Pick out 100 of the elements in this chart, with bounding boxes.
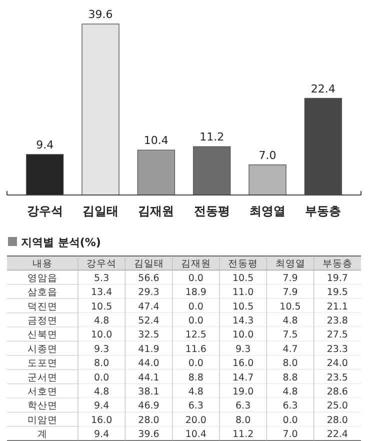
data-label: 56.6 — [138, 272, 160, 284]
data-label: 7.0 — [282, 429, 298, 440]
data-label: 21.1 — [326, 301, 348, 312]
y-tick-label: 미암면 — [28, 414, 58, 426]
x-tick-label: 최영열 — [275, 258, 306, 270]
x-tick-label: 전동평 — [228, 258, 258, 270]
data-label: 13.4 — [91, 287, 112, 298]
data-label: 10.5 — [232, 272, 254, 284]
data-label: 9.3 — [236, 344, 251, 355]
data-label: 8.0 — [282, 358, 298, 370]
data-label: 44.0 — [138, 358, 160, 370]
data-label: 7.0 — [258, 148, 276, 162]
y-tick-label: 삼호읍 — [28, 287, 58, 298]
data-label: 32.5 — [138, 330, 160, 341]
data-label: 44.1 — [138, 372, 160, 384]
data-label: 6.3 — [282, 400, 298, 412]
data-label: 24.0 — [326, 358, 348, 370]
data-label: 9.4 — [94, 400, 110, 412]
data-label: 19.0 — [232, 386, 254, 398]
data-label: 10.0 — [232, 330, 254, 341]
data-label: 38.1 — [138, 386, 160, 398]
y-tick-label: 신북면 — [28, 330, 58, 341]
bar — [82, 24, 120, 196]
data-label: 39.6 — [138, 429, 160, 440]
data-label: 23.3 — [326, 344, 348, 355]
data-label: 6.3 — [188, 400, 204, 412]
data-label: 8.0 — [236, 414, 251, 426]
data-label: 0.0 — [94, 372, 110, 384]
y-tick-label: 덕진면 — [28, 301, 58, 312]
data-label: 14.3 — [232, 316, 254, 326]
data-label: 0.0 — [282, 414, 298, 426]
data-label: 4.8 — [94, 386, 110, 398]
data-label: 5.3 — [94, 272, 110, 284]
y-tick-label: 서호면 — [28, 386, 58, 398]
data-label: 23.8 — [326, 316, 348, 326]
data-label: 22.4 — [310, 82, 336, 96]
bar — [248, 164, 286, 196]
y-tick-label: 군서면 — [28, 372, 58, 384]
y-tick-label: 금정면 — [28, 316, 58, 326]
data-label: 19.5 — [326, 287, 348, 298]
data-label: 0.0 — [188, 301, 204, 312]
data-label: 6.3 — [236, 400, 251, 412]
x-tick-label: 강우석 — [86, 258, 117, 270]
data-label: 9.3 — [94, 344, 110, 355]
x-tick-label: 전동평 — [194, 204, 230, 218]
y-tick-label: 도포면 — [28, 358, 58, 370]
y-axis-title: 내용 — [32, 258, 52, 270]
data-label: 16.0 — [232, 358, 254, 370]
data-label: 4.8 — [282, 316, 298, 326]
data-label: 4.8 — [188, 386, 204, 398]
data-label: 4.7 — [282, 344, 298, 355]
data-label: 9.4 — [94, 429, 110, 440]
data-label: 19.7 — [326, 272, 348, 284]
y-tick-label: 학산면 — [28, 400, 58, 412]
data-label: 22.4 — [326, 429, 348, 440]
data-label: 4.8 — [94, 316, 110, 326]
data-label: 8.8 — [282, 372, 298, 384]
x-tick-label: 김일태 — [82, 204, 118, 218]
data-label: 41.9 — [138, 344, 160, 355]
x-tick-label: 김재원 — [138, 204, 174, 218]
x-tick-label: 부동층 — [322, 258, 352, 270]
data-label: 10.5 — [280, 301, 301, 312]
data-label: 10.4 — [185, 429, 206, 440]
data-label: 28.6 — [326, 386, 348, 398]
x-tick-label: 최영열 — [250, 204, 286, 218]
data-label: 23.5 — [326, 372, 348, 384]
data-label: 0.0 — [188, 358, 204, 370]
data-label: 11.0 — [232, 287, 254, 298]
data-label: 25.0 — [326, 400, 348, 412]
data-label: 16.0 — [91, 414, 112, 426]
data-label: 28.0 — [326, 414, 348, 426]
y-tick-label: 영암읍 — [28, 272, 58, 284]
data-label: 28.0 — [138, 414, 160, 426]
data-label: 20.0 — [185, 414, 206, 426]
data-label: 4.8 — [282, 386, 298, 398]
data-label: 7.9 — [282, 287, 298, 298]
data-label: 11.2 — [200, 130, 224, 144]
data-label: 39.6 — [88, 8, 113, 21]
data-label: 11.2 — [232, 429, 254, 440]
x-tick-label: 김재원 — [180, 258, 211, 270]
data-label: 8.0 — [94, 358, 110, 370]
y-tick-label: 계 — [38, 429, 48, 440]
x-tick-label: 강우석 — [26, 204, 63, 218]
data-label: 18.9 — [185, 287, 206, 298]
data-label: 0.0 — [188, 272, 204, 284]
data-label: 14.7 — [232, 372, 254, 384]
data-label: 29.3 — [138, 287, 160, 298]
bar — [137, 150, 176, 196]
data-label: 7.9 — [282, 272, 298, 284]
y-tick-label: 시종면 — [28, 344, 58, 355]
bar — [192, 146, 231, 196]
chart-title: 지역별 분석(%) — [20, 236, 101, 249]
data-label: 10.5 — [91, 301, 112, 312]
data-label: 11.6 — [185, 344, 206, 355]
data-label: 9.4 — [36, 138, 54, 152]
data-label: 10.5 — [232, 301, 254, 312]
data-label: 10.0 — [91, 330, 112, 341]
data-label: 12.5 — [185, 330, 206, 341]
x-tick-label: 김일태 — [134, 258, 164, 270]
data-label: 7.5 — [282, 330, 298, 341]
